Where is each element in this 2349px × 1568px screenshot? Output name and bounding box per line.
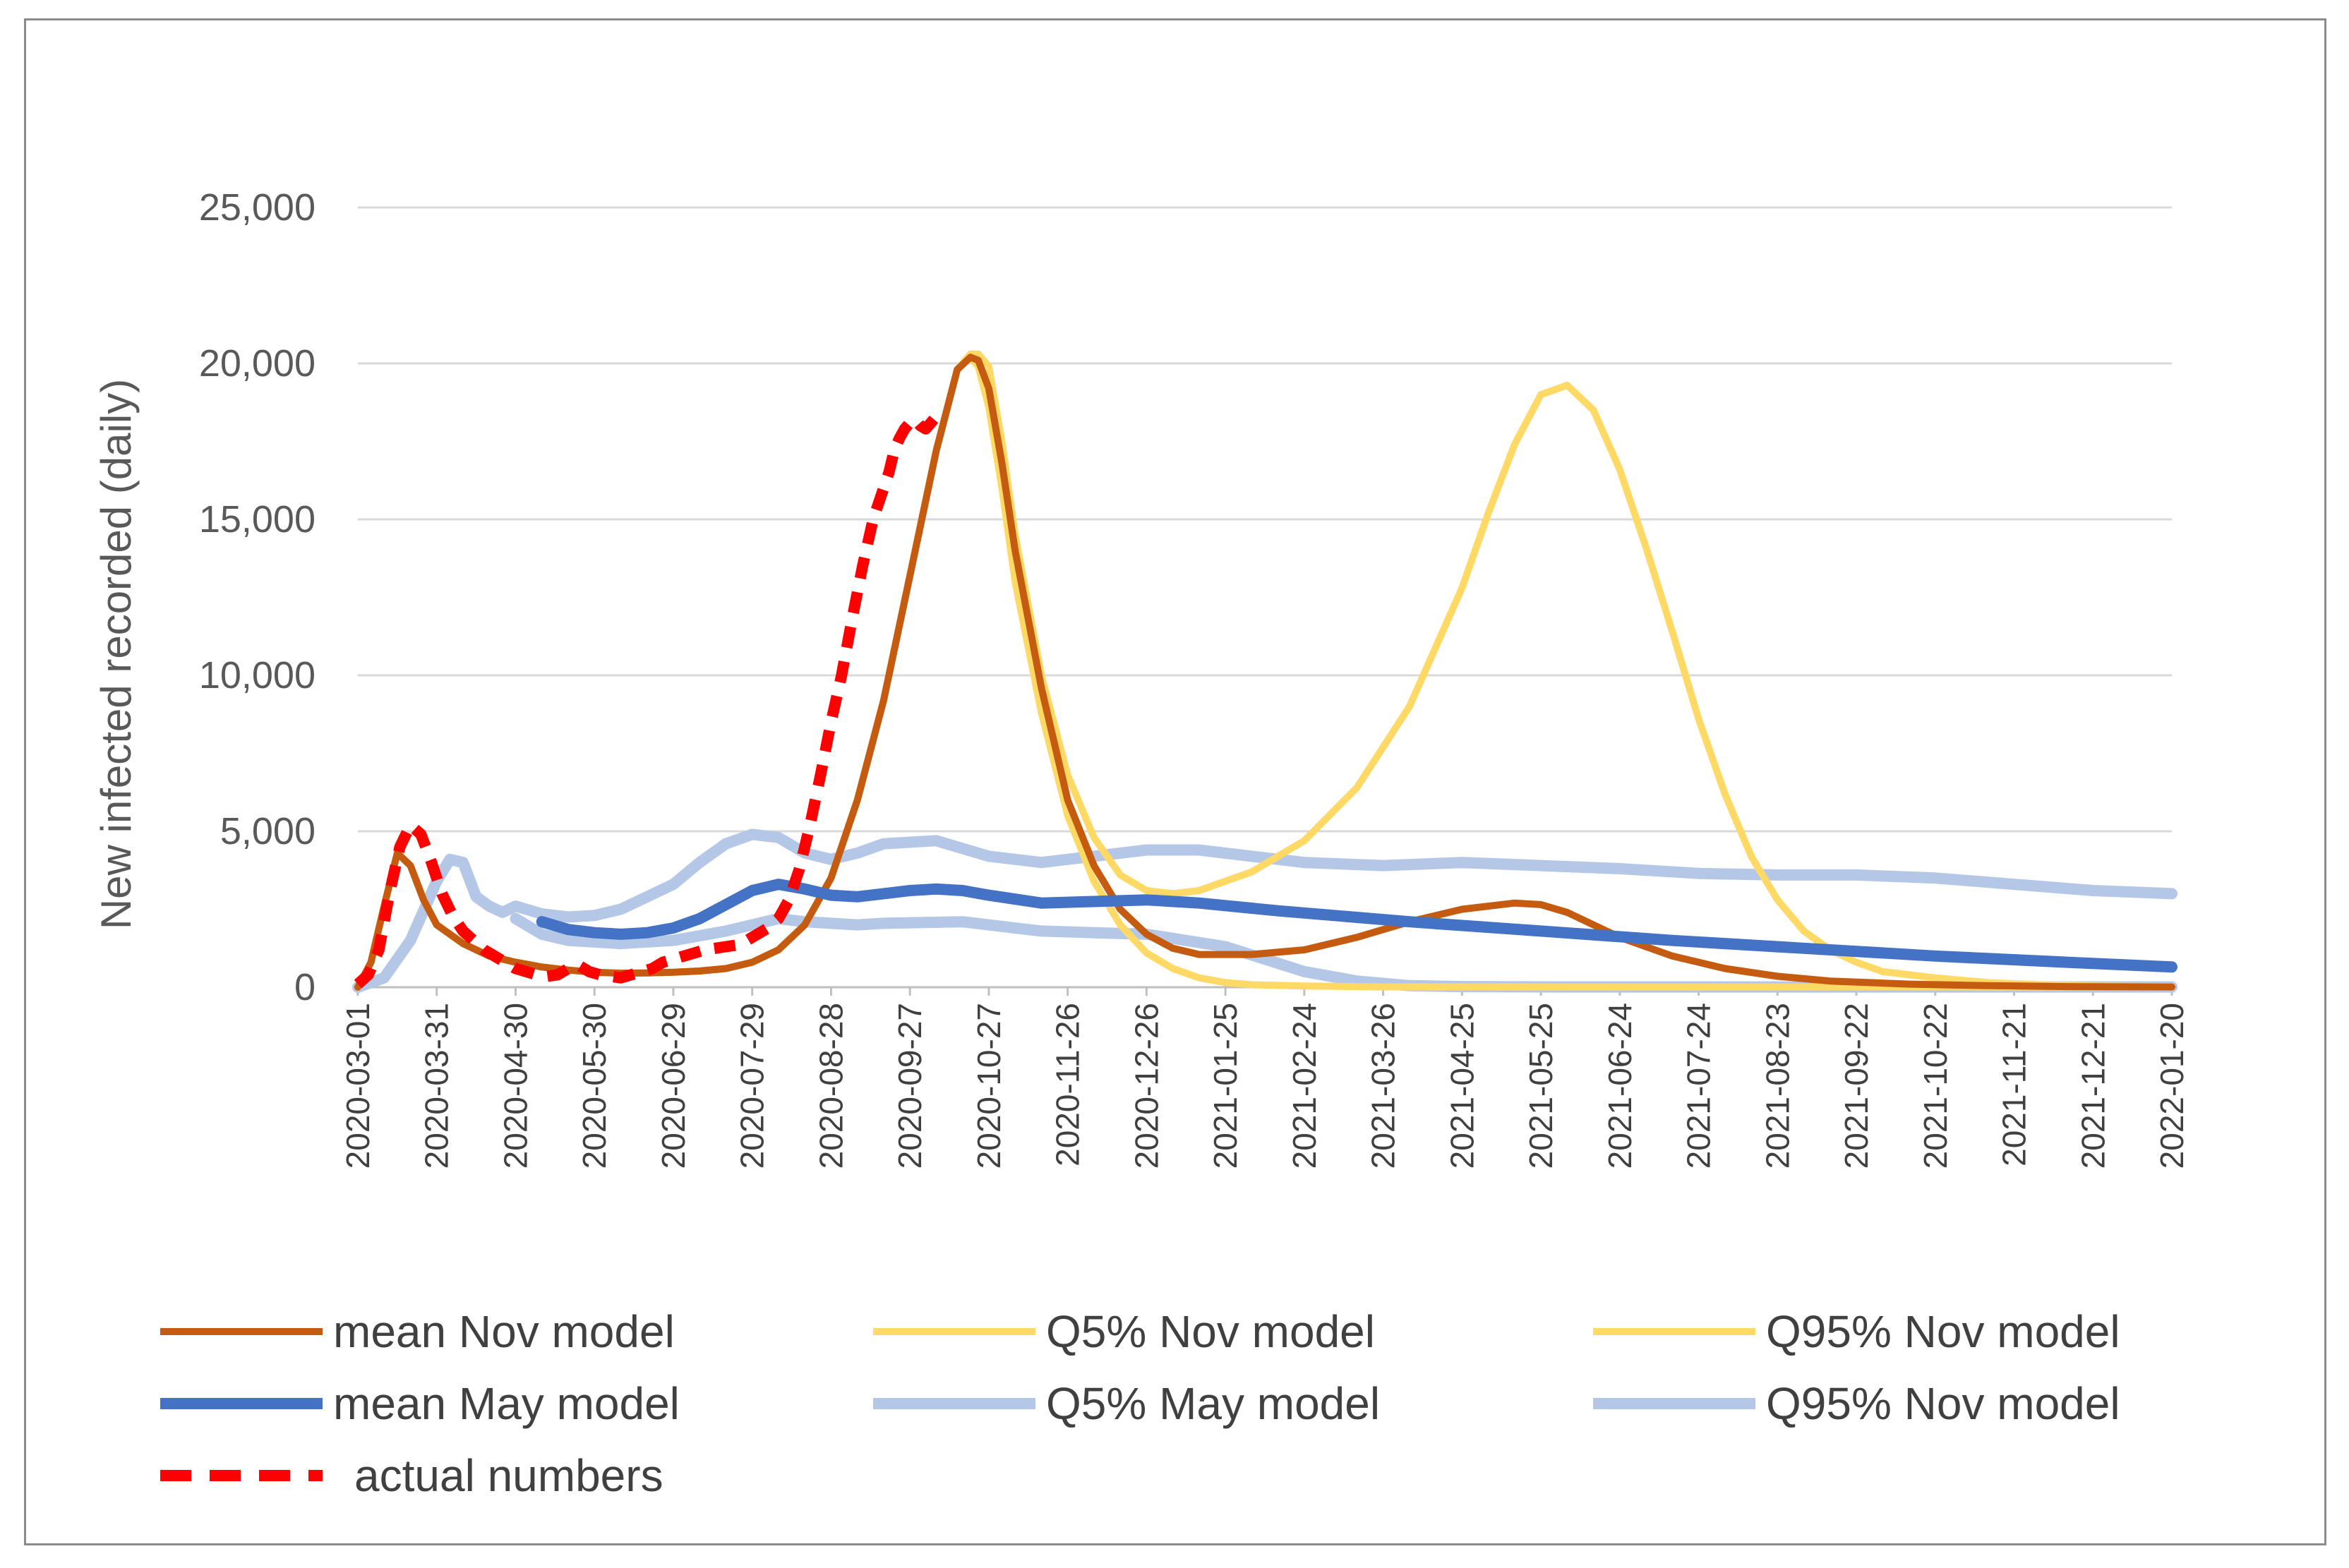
legend-label: actual numbers <box>354 1450 663 1501</box>
y-tick-label: 10,000 <box>199 654 316 696</box>
chart-frame: 0 5,000 10,000 15,000 20,000 25,000 2020-03-0… <box>24 18 2326 1545</box>
legend-label: Q5% May model <box>1046 1378 1380 1429</box>
x-tick-labels: 2020-03-01 2020-03-31 2020-04-30 2020-05-30… <box>340 987 2190 1169</box>
x-tick-label: 2021-04-25 <box>1443 1003 1480 1169</box>
legend-label: Q95% Nov model <box>1766 1378 2120 1429</box>
x-tick-label: 2021-05-25 <box>1522 1003 1559 1169</box>
x-tick-label: 2021-01-25 <box>1207 1003 1244 1169</box>
x-tick-label: 2020-10-27 <box>971 1003 1007 1169</box>
gridlines <box>358 206 2172 989</box>
x-tick-label: 2021-12-21 <box>2074 1003 2111 1169</box>
legend-label: Q95% Nov model <box>1766 1306 2120 1357</box>
y-tick-labels: 0 5,000 10,000 15,000 20,000 25,000 <box>199 186 316 1008</box>
series-lines <box>352 350 2177 993</box>
x-tick-label: 2020-12-26 <box>1128 1003 1165 1169</box>
x-tick-label: 2021-02-24 <box>1286 1003 1323 1169</box>
y-tick-label: 15,000 <box>199 498 316 541</box>
series-line-q95-nov-model-3 <box>354 350 2175 991</box>
x-tick-label: 2021-08-23 <box>1759 1003 1796 1169</box>
x-tick-label: 2020-03-31 <box>419 1003 455 1169</box>
series-line-mean-nov-model-4 <box>354 354 2175 991</box>
x-tick-label: 2022-01-20 <box>2153 1003 2190 1169</box>
x-tick-label: 2020-09-27 <box>891 1003 928 1169</box>
x-tick-label: 2021-11-21 <box>1996 1003 2033 1166</box>
y-tick-label: 20,000 <box>199 342 316 385</box>
x-tick-label: 2020-08-28 <box>812 1003 849 1169</box>
x-tick-label: 2021-06-24 <box>1602 1003 1638 1169</box>
x-tick-label: 2020-07-29 <box>734 1003 771 1169</box>
x-tick-label: 2020-04-30 <box>497 1003 534 1169</box>
x-tick-label: 2021-07-24 <box>1681 1003 1717 1169</box>
y-axis-label: New infected recorded (daily) <box>92 379 140 929</box>
x-tick-label: 2020-05-30 <box>576 1003 613 1169</box>
y-tick-label: 5,000 <box>220 810 316 852</box>
series-line-actual-numbers-6 <box>354 412 941 989</box>
line-chart: 0 5,000 10,000 15,000 20,000 25,000 2020-03-0… <box>92 186 2190 1501</box>
legend-label: mean May model <box>333 1378 680 1429</box>
legend: mean Nov model Q5% Nov model Q95% Nov mode… <box>160 1306 2120 1501</box>
legend-label: mean Nov model <box>333 1306 675 1357</box>
y-tick-label: 25,000 <box>199 186 316 229</box>
x-tick-label: 2021-03-26 <box>1365 1003 1402 1169</box>
x-tick-label: 2021-10-22 <box>1917 1003 1954 1169</box>
series-line-mean-may-model-5 <box>536 879 2177 973</box>
y-tick-label: 0 <box>294 966 316 1008</box>
series-line-q95-nov-model-1 <box>352 828 2177 993</box>
series-line-q5-nov-model-2 <box>354 354 2175 991</box>
x-tick-label: 2020-03-01 <box>340 1003 376 1169</box>
x-tick-label: 2021-09-22 <box>1838 1003 1875 1169</box>
legend-label: Q5% Nov model <box>1046 1306 1375 1357</box>
x-tick-label: 2020-11-26 <box>1050 1003 1086 1166</box>
x-tick-label: 2020-06-29 <box>655 1003 692 1169</box>
